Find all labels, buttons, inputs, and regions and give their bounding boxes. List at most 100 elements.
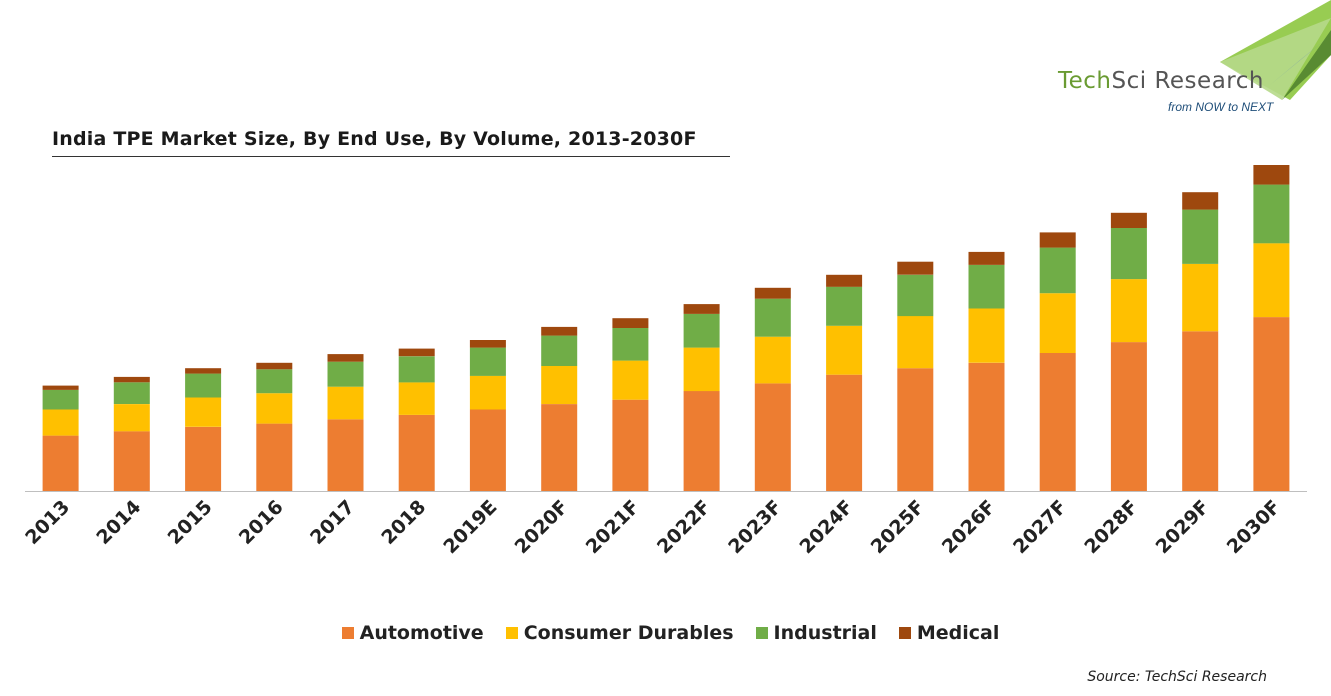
legend-label: Industrial — [773, 622, 877, 644]
techsci-logo: TechSci Research from NOW to NEXT — [1050, 0, 1331, 125]
legend-swatch — [341, 627, 354, 639]
bar-segment-medical-2030f — [1253, 165, 1290, 185]
bar-segment-consumer-durables-2022f — [683, 347, 720, 392]
x-tick-label: 2022F — [653, 496, 715, 558]
x-tick-label: 2025F — [867, 496, 929, 558]
bar-segment-medical-2015 — [185, 368, 222, 374]
bar-segment-industrial-2016 — [256, 369, 293, 394]
source-note: Source: TechSci Research — [1087, 669, 1267, 685]
stacked-bar-chart: 2013 2014 2015 2016 2017 2018 2019E 2020F 2021F 2… — [21, 165, 1307, 558]
x-tick-label: 2030F — [1223, 496, 1285, 558]
bar-segment-consumer-durables-2027f — [1039, 293, 1076, 353]
bar-segment-consumer-durables-2019e — [469, 375, 506, 410]
bar-segment-consumer-durables-2021f — [612, 360, 649, 400]
x-tick-label: 2017 — [306, 496, 359, 549]
bar-segment-automotive-2016 — [256, 423, 293, 491]
bar-segment-consumer-durables-2028f — [1110, 279, 1147, 343]
bar-segment-industrial-2013 — [42, 389, 79, 410]
bar-segment-consumer-durables-2029f — [1182, 263, 1219, 332]
legend-label: Consumer Durables — [523, 622, 734, 644]
bar-segment-consumer-durables-2016 — [256, 393, 293, 424]
legend-item-industrial: Industrial — [755, 622, 877, 644]
bar-segment-consumer-durables-2018 — [398, 382, 435, 415]
legend-swatch — [755, 627, 768, 639]
bar-segment-industrial-2022f — [683, 313, 720, 348]
x-tick-label: 2013 — [21, 496, 74, 549]
bar-segment-medical-2027f — [1039, 232, 1076, 248]
x-tick-label: 2019E — [439, 496, 501, 558]
bar-segment-consumer-durables-2020f — [541, 366, 578, 404]
bar-segment-industrial-2020f — [541, 335, 578, 366]
bar-segment-medical-2029f — [1182, 192, 1219, 210]
bar-segment-consumer-durables-2014 — [113, 404, 150, 432]
bar-segment-industrial-2017 — [327, 361, 364, 387]
x-tick-label: 2021F — [582, 496, 644, 558]
bar-segment-medical-2018 — [398, 348, 435, 357]
legend-item-medical: Medical — [898, 622, 1000, 644]
bar-segment-consumer-durables-2023f — [754, 336, 791, 384]
bar-segment-medical-2017 — [327, 354, 364, 362]
legend-item-automotive: Automotive — [341, 622, 484, 644]
bar-segment-automotive-2030f — [1253, 317, 1290, 491]
x-tick-label: 2020F — [511, 496, 573, 558]
chart-legend: Automotive Consumer Durables Industrial Med… — [0, 622, 1331, 644]
bar-segment-medical-2023f — [754, 287, 791, 299]
bar-segment-automotive-2028f — [1110, 342, 1147, 491]
bar-segment-medical-2013 — [42, 385, 79, 390]
legend-label: Medical — [916, 622, 1000, 644]
bar-segment-medical-2024f — [826, 274, 863, 287]
x-tick-label: 2029F — [1152, 496, 1214, 558]
bar-segment-industrial-2025f — [897, 274, 934, 317]
legend-swatch — [898, 627, 911, 639]
bar-segment-medical-2020f — [541, 326, 578, 336]
bar-segment-industrial-2014 — [113, 382, 150, 404]
bar-segment-medical-2019e — [469, 340, 506, 348]
chart-title: India TPE Market Size, By End Use, By Vo… — [52, 128, 697, 150]
bar-segment-industrial-2019e — [469, 347, 506, 376]
bar-segment-automotive-2026f — [968, 362, 1005, 491]
bar-segment-automotive-2015 — [185, 426, 222, 491]
bar-segment-medical-2021f — [612, 318, 649, 328]
bar-segment-automotive-2019e — [469, 409, 506, 491]
x-tick-label: 2018 — [377, 496, 430, 549]
x-tick-label: 2027F — [1009, 496, 1071, 558]
x-tick-label: 2028F — [1080, 496, 1142, 558]
bar-segment-automotive-2023f — [754, 383, 791, 491]
bar-segment-automotive-2029f — [1182, 331, 1219, 491]
x-tick-label: 2024F — [795, 496, 857, 558]
bar-segment-automotive-2027f — [1039, 353, 1076, 491]
bar-segment-automotive-2017 — [327, 419, 364, 491]
x-tick-label: 2014 — [92, 496, 145, 549]
legend-swatch — [505, 627, 518, 639]
logo-swoosh-icon — [1220, 0, 1331, 100]
bar-segment-medical-2025f — [897, 261, 934, 275]
bar-segment-consumer-durables-2015 — [185, 397, 222, 427]
bar-segment-industrial-2030f — [1253, 184, 1290, 244]
bar-segment-automotive-2021f — [612, 399, 649, 491]
bar-segment-automotive-2022f — [683, 391, 720, 491]
bar-segment-consumer-durables-2026f — [968, 308, 1005, 363]
bar-segment-industrial-2028f — [1110, 228, 1147, 280]
bar-segment-industrial-2015 — [185, 373, 222, 398]
bar-segment-consumer-durables-2024f — [826, 325, 863, 375]
bar-segment-automotive-2018 — [398, 414, 435, 491]
legend-item-consumer-durables: Consumer Durables — [505, 622, 734, 644]
bar-segment-industrial-2026f — [968, 265, 1005, 309]
bar-segment-automotive-2020f — [541, 404, 578, 491]
logo-tagline: from NOW to NEXT — [1168, 100, 1274, 114]
bar-segment-industrial-2018 — [398, 356, 435, 383]
logo-name: TechSci Research — [1058, 68, 1264, 94]
bar-segment-medical-2028f — [1110, 212, 1147, 228]
bar-segment-automotive-2013 — [42, 435, 79, 491]
bar-segment-industrial-2023f — [754, 298, 791, 337]
bar-segment-consumer-durables-2013 — [42, 409, 79, 436]
bar-segment-industrial-2021f — [612, 328, 649, 361]
bar-segment-industrial-2024f — [826, 286, 863, 326]
bar-segment-consumer-durables-2030f — [1253, 243, 1290, 318]
bar-segment-medical-2022f — [683, 304, 720, 314]
bar-segment-industrial-2029f — [1182, 209, 1219, 264]
bar-segment-automotive-2024f — [826, 374, 863, 491]
bar-segment-medical-2014 — [113, 376, 150, 383]
bar-segment-consumer-durables-2025f — [897, 316, 934, 369]
legend-label: Automotive — [359, 622, 484, 644]
